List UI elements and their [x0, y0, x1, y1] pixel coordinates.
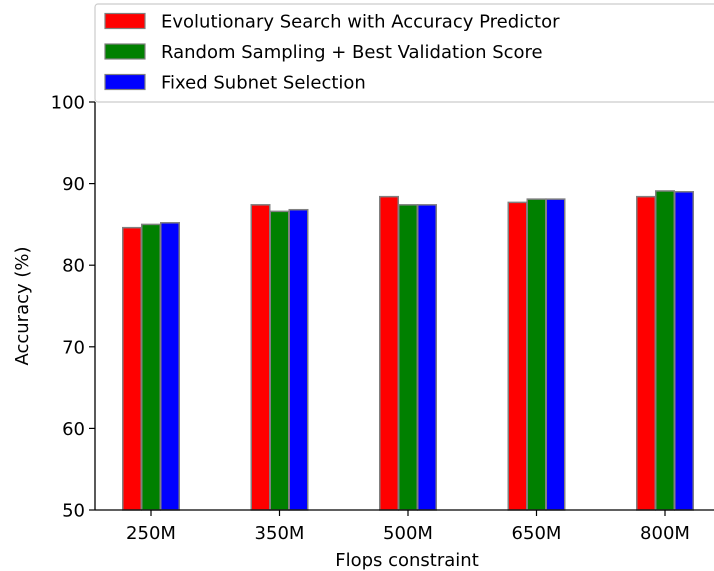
y-tick-label: 100 [51, 93, 85, 114]
bar-650M-2 [545, 198, 566, 511]
bar-650M-0 [507, 201, 528, 511]
y-tick-label: 60 [62, 419, 85, 440]
bar-350M-2 [288, 208, 309, 511]
bar-500M-0 [379, 195, 399, 511]
y-tick-label: 50 [62, 501, 85, 522]
bar-800M-2 [674, 191, 694, 511]
legend-swatch-2 [104, 73, 146, 91]
bar-800M-0 [636, 195, 656, 511]
x-tick-label: 250M [126, 523, 176, 544]
bar-500M-1 [398, 204, 418, 511]
bar-650M-1 [526, 198, 547, 511]
x-tick-label: 650M [512, 523, 562, 544]
legend: Evolutionary Search with Accuracy Predic… [94, 3, 714, 103]
legend-box [94, 3, 714, 103]
bar-250M-1 [141, 223, 161, 511]
bar-350M-0 [250, 204, 271, 511]
bar-250M-2 [160, 222, 180, 511]
y-tick-label: 70 [62, 337, 85, 358]
legend-swatch-0 [104, 12, 146, 30]
legend-swatch-1 [104, 43, 146, 60]
y-axis-title: Accuracy (%) [12, 246, 33, 365]
x-tick-label: 350M [255, 523, 305, 544]
x-ticks-group: 250M 350M 500M 650M 800M [126, 510, 690, 544]
bar-800M-1 [655, 190, 675, 511]
bar-350M-1 [269, 210, 290, 511]
y-tick-label: 80 [62, 256, 85, 277]
legend-label-1: Random Sampling + Best Validation Score [161, 42, 543, 63]
bar-250M-0 [122, 226, 142, 511]
x-tick-label: 800M [640, 523, 690, 544]
axes-group [94, 102, 714, 511]
y-ticks-group: 50 60 70 80 90 100 [51, 93, 95, 522]
bars-group [122, 190, 694, 511]
y-tick-label: 90 [62, 174, 85, 195]
x-axis-title: Flops constraint [335, 550, 479, 571]
x-tick-label: 500M [383, 523, 433, 544]
legend-label-0: Evolutionary Search with Accuracy Predic… [161, 12, 560, 33]
legend-label-2: Fixed Subnet Selection [161, 73, 366, 94]
bar-500M-2 [417, 204, 437, 511]
